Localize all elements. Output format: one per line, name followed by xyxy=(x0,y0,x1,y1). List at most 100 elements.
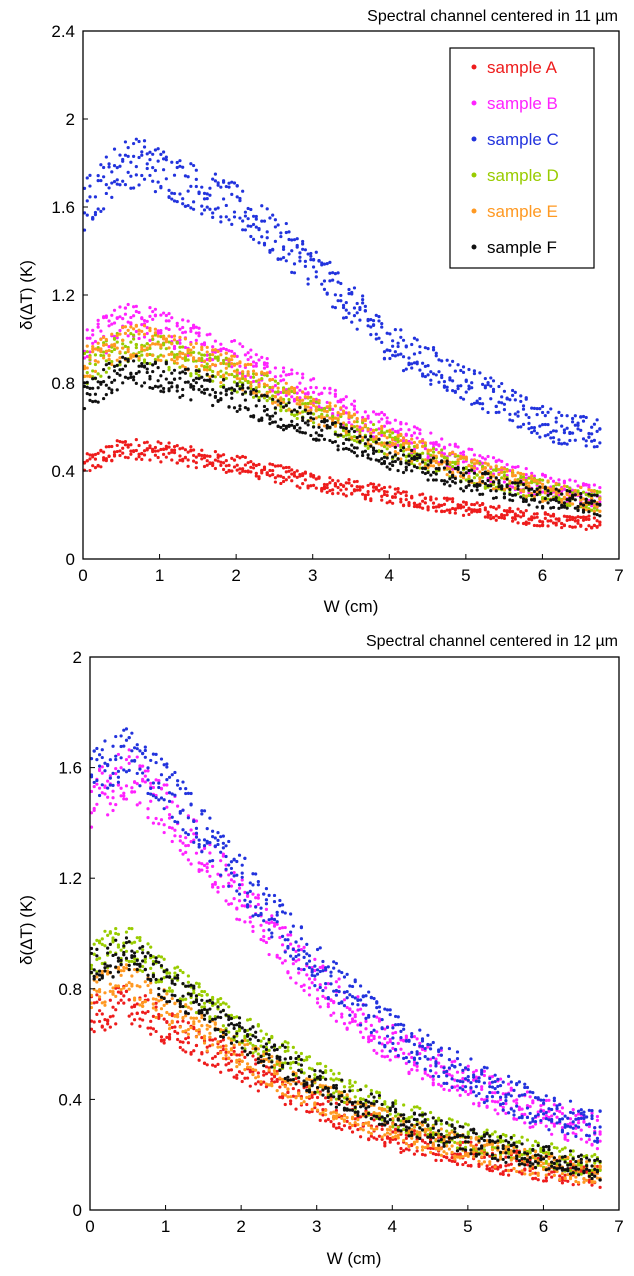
data-point xyxy=(107,445,111,449)
data-point xyxy=(200,185,204,189)
data-point xyxy=(423,444,427,448)
data-point xyxy=(164,313,168,318)
data-point xyxy=(213,375,218,379)
data-point xyxy=(309,251,313,256)
data-point xyxy=(483,466,487,470)
data-point xyxy=(110,360,114,364)
data-point xyxy=(202,464,207,469)
data-point xyxy=(421,451,425,455)
data-point xyxy=(361,415,365,420)
data-point xyxy=(374,440,378,444)
data-point xyxy=(519,399,523,404)
data-point xyxy=(186,189,190,193)
data-point xyxy=(186,367,190,371)
data-point xyxy=(235,184,239,188)
data-point xyxy=(325,262,329,266)
data-point xyxy=(205,365,209,369)
data-point xyxy=(107,366,111,370)
data-point xyxy=(200,453,204,458)
data-point xyxy=(456,470,460,474)
data-point xyxy=(434,447,438,452)
data-point xyxy=(167,816,172,820)
data-point xyxy=(186,858,190,862)
data-point xyxy=(243,390,247,394)
data-point xyxy=(549,476,553,480)
data-point xyxy=(325,419,329,423)
data-point xyxy=(337,969,341,973)
data-point xyxy=(358,428,362,432)
data-point xyxy=(407,445,411,449)
data-point xyxy=(516,507,520,511)
data-point xyxy=(562,514,567,518)
data-point xyxy=(200,212,204,216)
data-point xyxy=(382,413,387,417)
data-point xyxy=(519,480,523,484)
data-point xyxy=(322,424,327,428)
data-point xyxy=(224,899,228,903)
data-point xyxy=(219,374,223,379)
data-point xyxy=(183,353,188,357)
data-point xyxy=(290,385,294,390)
data-point xyxy=(265,392,269,396)
data-point xyxy=(317,398,321,403)
data-point xyxy=(448,484,452,488)
data-point xyxy=(122,768,126,772)
data-point xyxy=(153,148,158,152)
data-point xyxy=(331,440,335,444)
data-point xyxy=(264,898,269,902)
data-point xyxy=(202,844,207,848)
data-point xyxy=(410,437,414,441)
data-point xyxy=(141,1010,145,1014)
data-point xyxy=(229,884,234,888)
data-point xyxy=(303,392,307,396)
data-point xyxy=(248,1070,252,1074)
data-point xyxy=(442,445,447,449)
data-point xyxy=(445,385,449,389)
data-point xyxy=(88,184,92,188)
data-point xyxy=(345,1027,349,1031)
data-point xyxy=(221,834,225,838)
data-point xyxy=(456,461,460,465)
data-point xyxy=(227,218,231,222)
data-point xyxy=(355,488,359,492)
data-point xyxy=(315,1001,320,1005)
data-point xyxy=(167,346,171,350)
data-point xyxy=(205,333,209,337)
data-point xyxy=(267,1066,271,1070)
data-point xyxy=(276,381,280,386)
data-point xyxy=(342,975,347,979)
data-point xyxy=(232,363,237,367)
data-point xyxy=(448,467,452,471)
data-point xyxy=(325,409,329,414)
data-point xyxy=(590,496,594,500)
data-point xyxy=(238,385,242,389)
data-point xyxy=(287,392,291,396)
data-point xyxy=(401,453,406,457)
data-point xyxy=(467,474,471,479)
data-point xyxy=(200,862,204,866)
data-point xyxy=(251,883,255,887)
data-point xyxy=(380,1027,384,1031)
data-point xyxy=(93,369,98,373)
data-point xyxy=(173,1029,177,1034)
data-point xyxy=(259,937,263,942)
data-point xyxy=(431,348,436,352)
data-point xyxy=(356,1127,360,1132)
data-point xyxy=(297,953,301,957)
data-point xyxy=(243,1076,247,1080)
data-point xyxy=(423,1140,427,1145)
data-point xyxy=(423,1046,427,1051)
data-point xyxy=(309,474,313,478)
data-point xyxy=(324,1119,328,1123)
data-point xyxy=(227,362,231,366)
data-point xyxy=(159,1039,164,1043)
data-point xyxy=(380,1137,384,1142)
data-point xyxy=(307,959,312,963)
data-point xyxy=(321,988,325,993)
data-point xyxy=(216,206,220,210)
data-point xyxy=(216,455,220,460)
data-point xyxy=(167,791,172,795)
data-point xyxy=(598,1185,602,1189)
data-point xyxy=(186,1021,190,1025)
